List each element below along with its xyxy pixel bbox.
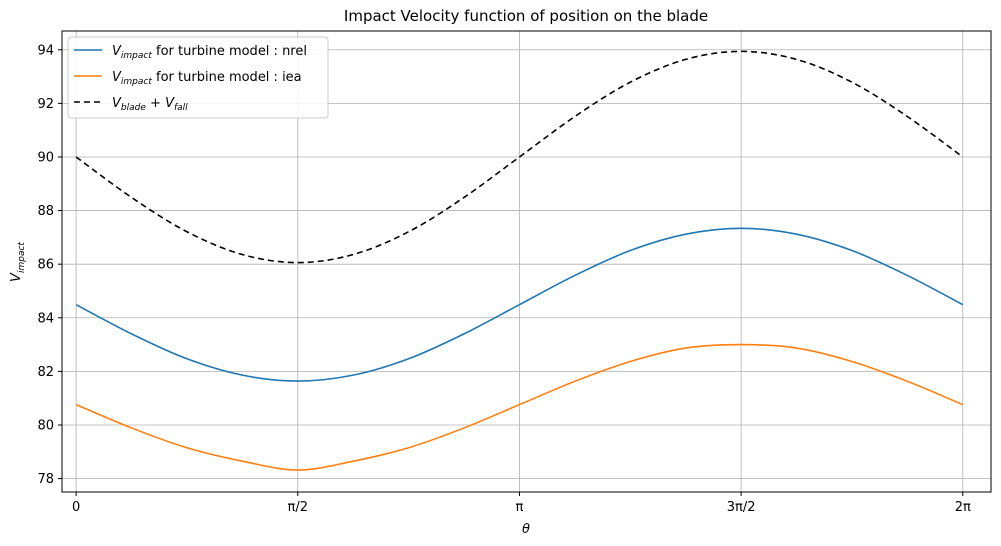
y-tick-label: 80	[37, 418, 54, 433]
y-tick-label: 82	[37, 365, 54, 380]
y-tick-label: 92	[37, 97, 54, 112]
legend-bf-base1: V	[112, 96, 122, 111]
legend-iea-base: V	[112, 70, 122, 85]
legend-nrel-suffix: for turbine model : nrel	[152, 44, 307, 59]
y-tick-label: 86	[37, 258, 54, 273]
chart-title: Impact Velocity function of position on …	[344, 7, 708, 25]
y-tick-label: 90	[37, 150, 54, 165]
legend-label-blade-fall: Vblade + Vfall	[112, 96, 188, 113]
y-axis: 78 80 82 84 86 88 90 92 94	[37, 43, 62, 487]
legend-bf-sub1: blade	[121, 103, 146, 113]
x-tick-label: 3π/2	[727, 500, 756, 515]
plot-frame	[61, 30, 992, 493]
series-line-blade-fall	[75, 50, 964, 264]
x-tick-label: π/2	[288, 500, 308, 515]
y-axis-label-base: V	[9, 272, 24, 282]
y-tick-label: 84	[37, 311, 54, 326]
legend-nrel-sub: impact	[121, 51, 152, 61]
legend-bf-base2: V	[165, 96, 175, 111]
series-line-nrel	[75, 227, 964, 382]
y-tick-label: 88	[37, 204, 54, 219]
y-tick-label: 94	[37, 43, 54, 58]
legend-nrel-base: V	[112, 44, 122, 59]
x-axis: 0 π/2 π 3π/2 2π	[72, 492, 971, 515]
grid	[62, 31, 991, 492]
series-line-iea	[75, 343, 964, 471]
legend-label-iea: Vimpact for turbine model : iea	[112, 70, 302, 87]
y-axis-label: Vimpact	[9, 242, 27, 282]
svg-text:Vimpact: Vimpact	[9, 242, 27, 282]
legend: Vimpact for turbine model : nrel Vimpact…	[67, 36, 329, 119]
legend-iea-suffix: for turbine model : iea	[152, 70, 302, 85]
x-axis-label: θ	[522, 522, 530, 537]
x-tick-label: 0	[72, 500, 80, 515]
legend-box	[67, 36, 329, 119]
series-layer	[75, 50, 964, 471]
y-tick-label: 78	[37, 472, 54, 487]
x-tick-label: 2π	[955, 500, 971, 515]
legend-bf-plus: +	[146, 96, 165, 111]
y-axis-label-sub: impact	[17, 242, 27, 273]
x-tick-label: π	[516, 500, 524, 515]
legend-bf-sub2: fall	[174, 103, 188, 113]
legend-label-nrel: Vimpact for turbine model : nrel	[112, 44, 307, 61]
legend-iea-sub: impact	[121, 77, 152, 87]
